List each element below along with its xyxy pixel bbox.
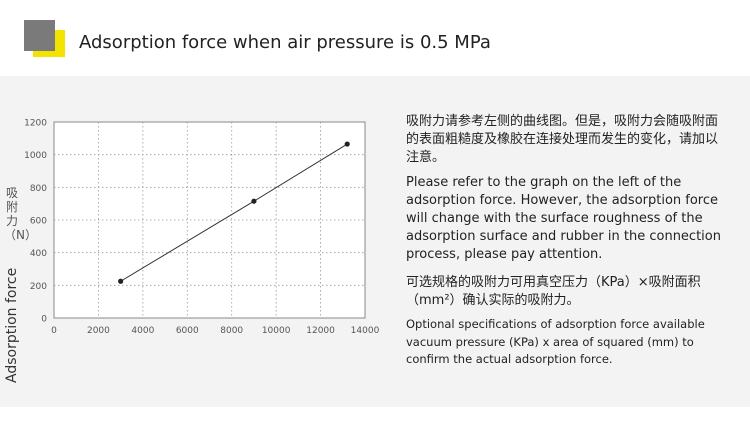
logo-gray-square xyxy=(24,20,55,51)
y-tick-label: 600 xyxy=(30,217,47,227)
x-tick-label: 2000 xyxy=(87,326,110,336)
y-tick-label: 800 xyxy=(30,184,47,194)
y-tick-label: 400 xyxy=(30,249,47,259)
y-axis-label-cn: 吸附力（N） xyxy=(4,186,37,242)
x-tick-label: 10000 xyxy=(262,326,291,336)
y-tick-label: 200 xyxy=(30,282,47,292)
x-tick-label: 6000 xyxy=(176,326,199,336)
bottom-strip xyxy=(0,407,750,439)
note-en-2: Optional specifications of adsorption fo… xyxy=(406,317,705,366)
x-tick-label: 12000 xyxy=(306,326,335,336)
data-point xyxy=(344,141,350,147)
data-point xyxy=(251,198,257,204)
note-en-1: Please refer to the graph on the left of… xyxy=(406,175,721,262)
header-bar: Adsorption force when air pressure is 0.… xyxy=(0,0,750,76)
y-axis-label: Adsorption force xyxy=(4,267,20,383)
note-cn-2: 可选规格的吸附力可用真空压力（KPa）×吸附面积（mm²）确认实际的吸附力。 xyxy=(406,275,701,308)
x-tick-label: 0 xyxy=(51,326,57,336)
page-title: Adsorption force when air pressure is 0.… xyxy=(79,32,491,53)
y-tick-label: 0 xyxy=(41,315,47,325)
y-tick-label: 1000 xyxy=(24,151,47,161)
x-tick-label: 14000 xyxy=(351,326,380,336)
data-point xyxy=(118,278,124,284)
x-tick-label: 4000 xyxy=(131,326,154,336)
note-cn-1: 吸附力请参考左侧的曲线图。但是，吸附力会随吸附面的表面粗糙度及橡胶在连接处理而发… xyxy=(406,114,719,165)
y-tick-label: 1200 xyxy=(24,119,47,129)
x-tick-label: 8000 xyxy=(220,326,243,336)
plot-frame xyxy=(53,121,366,319)
